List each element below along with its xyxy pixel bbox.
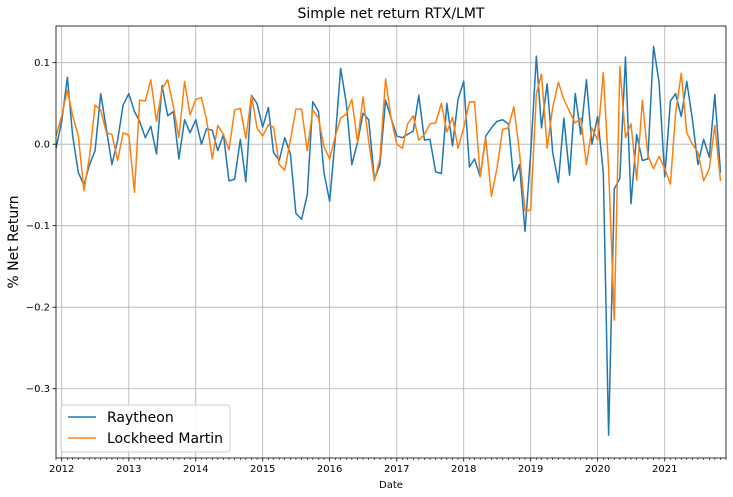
legend-label-raytheon: Raytheon — [107, 410, 174, 426]
series-layer — [55, 45, 722, 436]
x-tick-label: 2015 — [250, 464, 275, 475]
y-tick-label: 0.0 — [34, 140, 50, 151]
y-tick-label: −0.1 — [26, 221, 50, 232]
legend-label-lockheed-martin: Lockheed Martin — [107, 431, 223, 447]
grid — [56, 26, 726, 458]
legend: Raytheon Lockheed Martin — [60, 404, 231, 453]
x-axis-label: Date — [379, 480, 403, 491]
y-tick-label: −0.2 — [26, 303, 50, 314]
y-axis: 0.1 0.0 −0.1 −0.2 −0.3 — [26, 58, 56, 395]
chart-title: Simple net return RTX/LMT — [298, 6, 485, 22]
x-tick-label: 2017 — [384, 464, 409, 475]
x-tick-label: 2020 — [585, 464, 610, 475]
x-tick-label: 2019 — [518, 464, 543, 475]
x-tick-label: 2021 — [652, 464, 677, 475]
x-tick-label: 2018 — [451, 464, 476, 475]
x-axis: 2012 2013 2014 2015 2016 2017 2018 2019 2020 2021 — [49, 458, 727, 475]
x-tick-label: 2014 — [183, 464, 208, 475]
y-tick-label: −0.3 — [26, 384, 50, 395]
legend-box — [60, 404, 231, 453]
x-tick-label: 2012 — [49, 464, 74, 475]
y-tick-label: 0.1 — [34, 58, 50, 69]
plot-area-frame — [55, 25, 727, 459]
series-line-lockheed-martin — [55, 66, 722, 321]
x-tick-label: 2016 — [317, 464, 342, 475]
series-line-raytheon — [55, 45, 722, 436]
x-tick-label: 2013 — [116, 464, 141, 475]
y-axis-label: % Net Return — [6, 195, 22, 288]
